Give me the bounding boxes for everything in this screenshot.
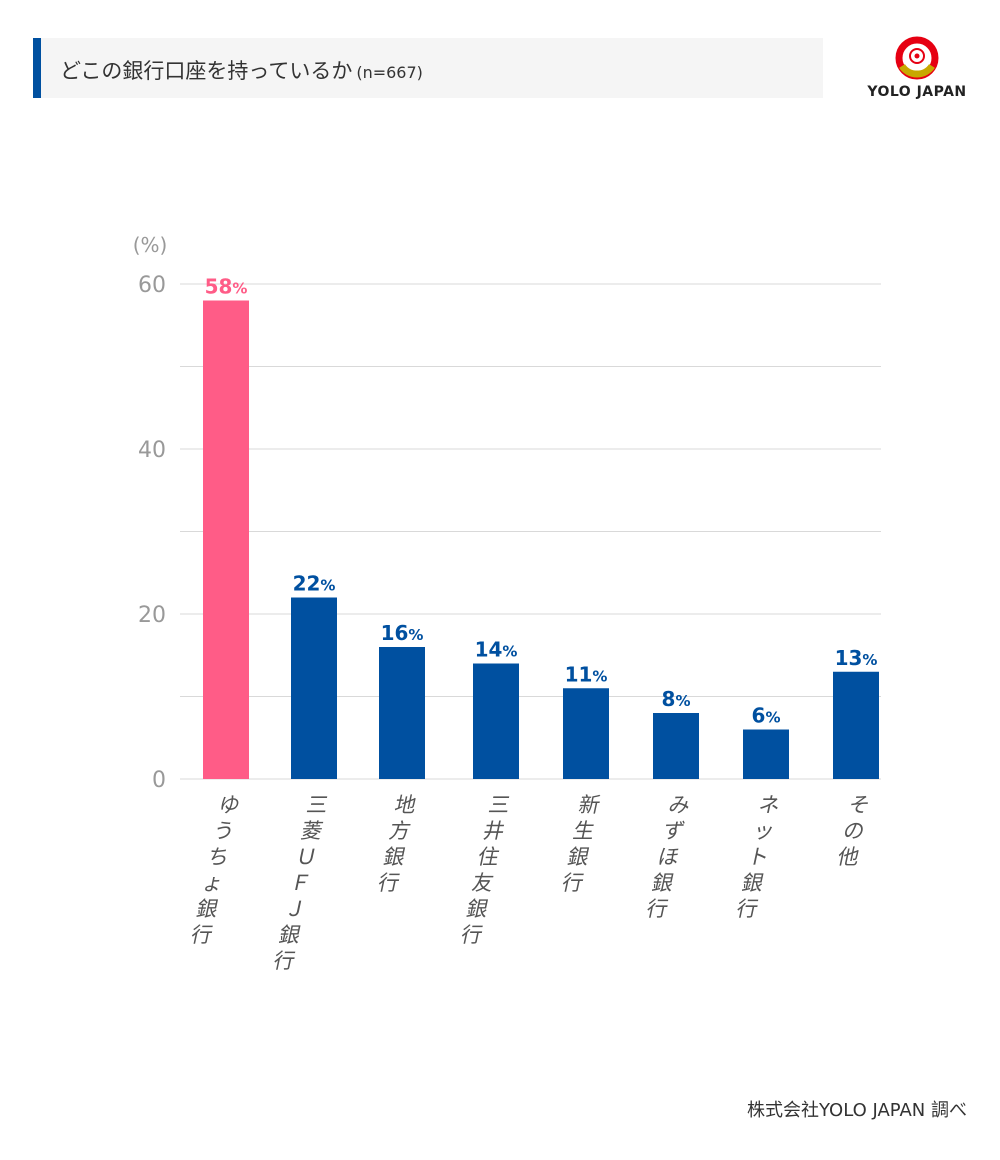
logo-text: YOLO JAPAN (867, 84, 967, 100)
svg-text:三: 三 (304, 793, 330, 818)
svg-text:銀: 銀 (381, 845, 407, 870)
svg-text:行: 行 (271, 949, 297, 974)
svg-text:生: 生 (571, 819, 597, 844)
svg-text:井: 井 (481, 819, 507, 844)
svg-text:ち: ち (205, 845, 231, 870)
svg-text:銀: 銀 (464, 897, 490, 922)
svg-text:菱: 菱 (299, 819, 325, 844)
value-label: 8% (662, 687, 691, 711)
svg-text:行: 行 (376, 871, 402, 896)
svg-text:Ｆ: Ｆ (288, 871, 314, 896)
value-labels: 58% 22% 16% 14% 11% 8% 6% 13% (205, 275, 878, 728)
svg-text:そ: そ (846, 793, 872, 818)
svg-text:う: う (211, 819, 237, 844)
svg-text:の: の (841, 819, 867, 844)
svg-text:ょ: ょ (200, 871, 226, 896)
value-label: 6% (752, 704, 781, 728)
bar (653, 713, 699, 779)
bar (203, 300, 249, 779)
bar (379, 647, 425, 779)
value-label: 58% (205, 275, 248, 299)
sample-size: (n=667) (356, 63, 423, 82)
bar (833, 671, 879, 779)
svg-text:友: 友 (470, 871, 496, 896)
svg-text:行: 行 (644, 897, 670, 922)
bar (473, 663, 519, 779)
svg-text:行: 行 (560, 871, 586, 896)
value-label: 14% (475, 638, 518, 662)
svg-text:行: 行 (734, 897, 760, 922)
svg-text:Ｕ: Ｕ (293, 845, 319, 870)
svg-text:み: み (666, 793, 692, 818)
y-tick-label: 40 (138, 438, 166, 463)
y-tick-label: 20 (138, 603, 166, 628)
bar (563, 688, 609, 779)
svg-text:銀: 銀 (565, 845, 591, 870)
bars (203, 300, 879, 779)
title-main: どこの銀行口座を持っているか (60, 59, 353, 83)
bar (291, 597, 337, 779)
bar (743, 729, 789, 779)
svg-text:銀: 銀 (650, 871, 676, 896)
svg-text:ト: ト (745, 845, 771, 870)
source-note: 株式会社YOLO JAPAN 調べ (747, 1100, 967, 1121)
y-unit-label: (%) (133, 233, 168, 257)
svg-text:銀: 銀 (194, 897, 220, 922)
svg-text:方: 方 (387, 819, 413, 844)
svg-text:新: 新 (576, 793, 602, 818)
svg-text:行: 行 (459, 923, 485, 948)
y-tick-label: 60 (138, 273, 166, 298)
value-label: 13% (835, 646, 878, 670)
svg-text:Ｊ: Ｊ (282, 897, 308, 922)
svg-text:三: 三 (486, 793, 512, 818)
y-tick-label: 0 (152, 768, 166, 793)
svg-text:銀: 銀 (740, 871, 766, 896)
y-axis-ticks: 0 20 40 60 (138, 273, 166, 793)
category-label: その他 (835, 793, 872, 870)
svg-text:ネ: ネ (756, 793, 782, 818)
svg-text:ッ: ッ (751, 819, 777, 844)
title-bar: どこの銀行口座を持っているか (n=667) (33, 38, 823, 98)
yolo-japan-logo: YOLO JAPAN (862, 36, 972, 102)
title-accent (33, 38, 41, 98)
svg-text:ほ: ほ (655, 845, 681, 870)
svg-text:他: 他 (835, 845, 861, 870)
value-label: 16% (381, 621, 424, 645)
value-label: 11% (565, 662, 608, 686)
svg-text:行: 行 (189, 923, 215, 948)
svg-text:ず: ず (661, 819, 687, 844)
svg-text:ゆ: ゆ (216, 793, 242, 818)
svg-text:住: 住 (475, 845, 501, 870)
value-label: 22% (293, 572, 336, 596)
logo-mark-icon (895, 36, 939, 80)
chart-title: どこの銀行口座を持っているか (n=667) (60, 55, 423, 85)
grid-lines (180, 283, 881, 780)
svg-text:銀: 銀 (277, 923, 303, 948)
svg-text:地: 地 (392, 793, 418, 818)
